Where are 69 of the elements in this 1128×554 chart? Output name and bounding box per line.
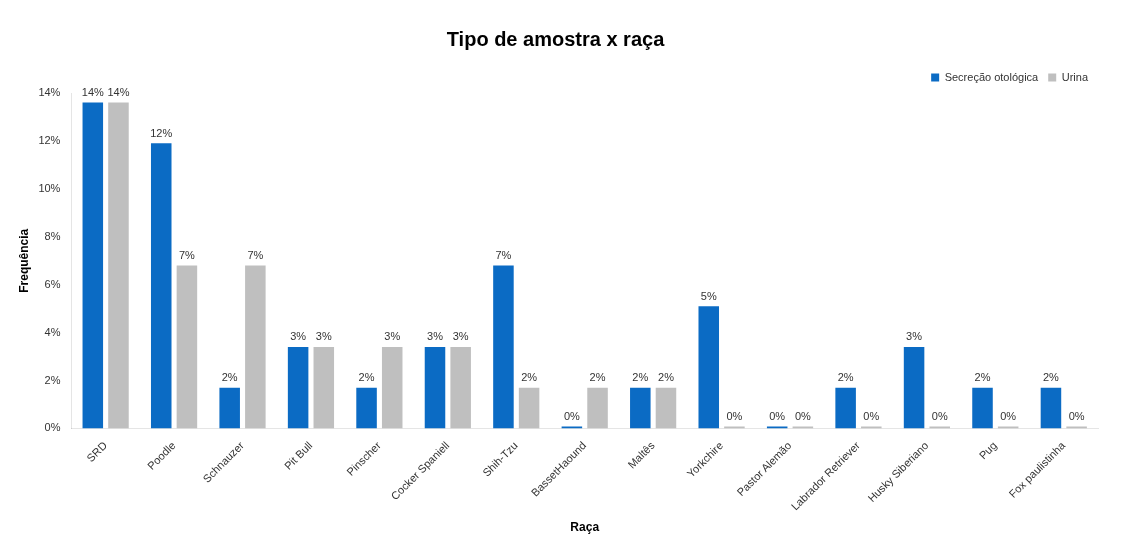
data-label: 14% [107,86,130,99]
data-label: 0% [769,409,786,422]
data-label: 12% [150,126,173,139]
y-tick-label: 2% [44,373,61,386]
y-tick-label: 4% [44,325,61,338]
bar [518,387,540,429]
y-tick-label: 6% [44,277,61,290]
y-tick-label: 14% [38,86,61,99]
bar [630,387,651,429]
data-label: 2% [658,371,675,384]
bar [424,346,446,429]
y-tick-label: 10% [38,181,61,194]
data-label: 2% [632,371,649,384]
bar [698,306,720,429]
bar [903,346,925,429]
data-label: 7% [495,249,512,262]
data-label: 3% [290,330,307,343]
bar [176,265,198,429]
bar [287,346,309,429]
x-tick-label: Pug [976,439,999,462]
bar [450,346,471,429]
bar [313,346,335,429]
data-label: 3% [452,330,469,343]
data-label: 0% [1000,409,1017,422]
bar [835,387,856,429]
data-label: 2% [1043,371,1060,384]
y-axis-title: Frequência [16,228,31,293]
bar [219,387,240,429]
data-label: 7% [247,249,264,262]
bar [766,426,788,429]
bar [108,102,129,429]
bar [561,426,583,429]
data-label: 14% [81,86,105,99]
data-label: 2% [837,371,854,384]
data-label: 5% [700,289,717,302]
legend-label: Secreção otológica [944,70,1040,83]
data-label: 0% [931,409,948,422]
bar [381,346,403,429]
data-label: 2% [974,371,991,384]
data-label: 2% [521,371,538,384]
x-tick-label: Pit Bull [281,439,315,472]
data-label: 3% [906,330,923,343]
y-tick-label: 8% [44,229,61,242]
y-tick-label: 0% [44,421,61,434]
y-tick-label: 12% [38,133,61,146]
bar [587,387,608,429]
data-label: 3% [427,330,444,343]
data-label: 0% [726,409,743,422]
data-label: 3% [315,330,332,343]
bar [82,102,104,429]
data-label: 0% [563,409,581,422]
data-label: 2% [589,371,606,384]
data-label: 2% [358,371,375,384]
chart-title: Tipo de amostra x raça [446,27,666,50]
bar [150,143,172,429]
legend-label: Urina [1061,70,1089,83]
data-label: 0% [794,409,812,422]
data-label: 7% [178,249,196,262]
x-axis-title: Raça [570,520,600,535]
bar [1040,387,1062,429]
data-label: 0% [1068,409,1085,422]
bar [655,387,677,429]
bar [972,387,993,429]
data-label: 3% [384,330,401,343]
bar [356,387,377,429]
data-label: 2% [221,371,238,384]
bar [245,265,266,429]
data-label: 0% [863,409,880,422]
bar [493,265,514,429]
